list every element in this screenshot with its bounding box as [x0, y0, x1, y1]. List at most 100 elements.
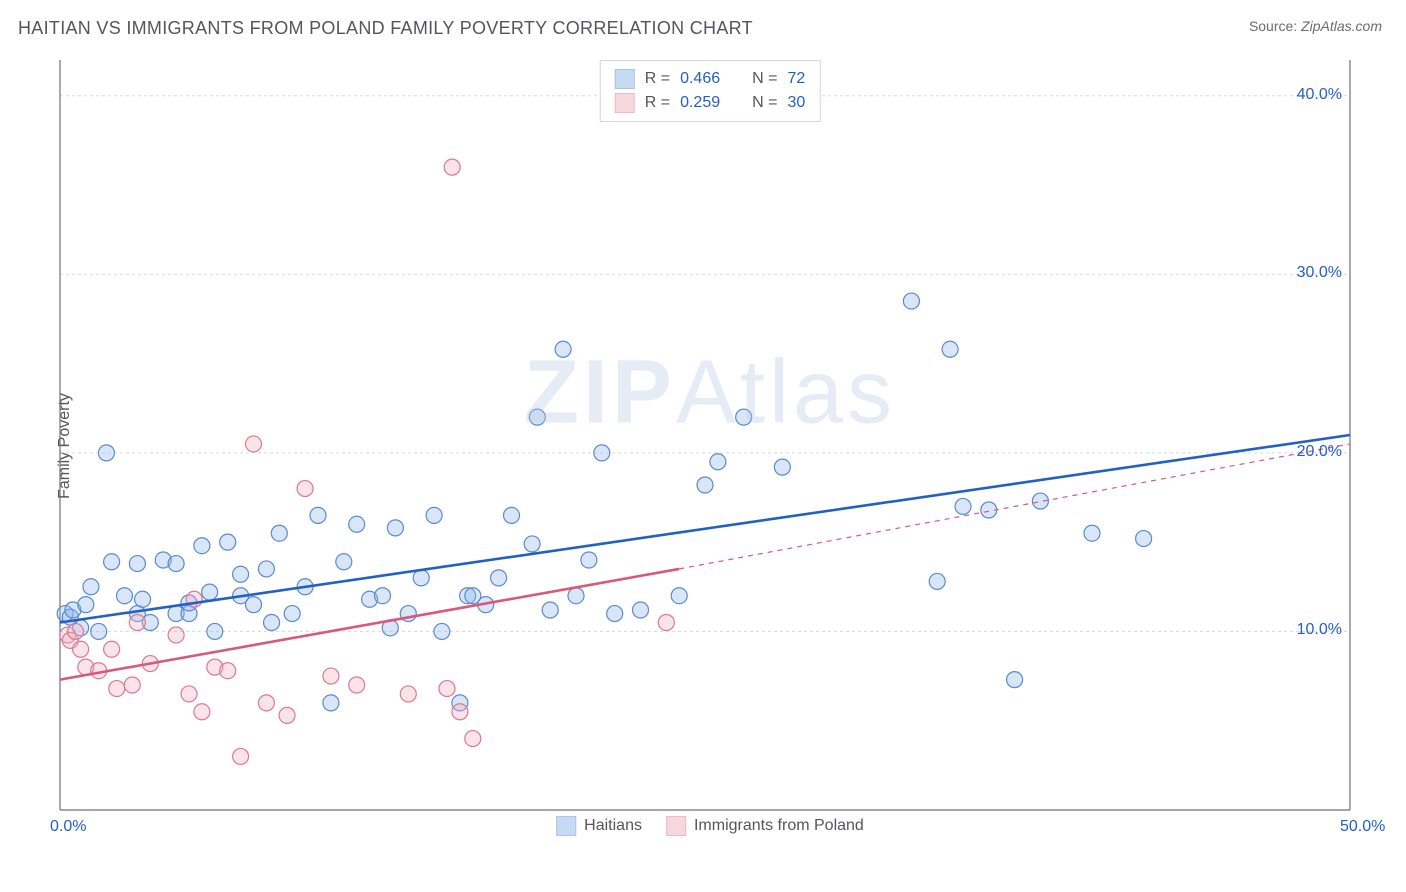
legend-label: Haitians [584, 817, 642, 835]
scatter-point-haitians [323, 695, 339, 711]
scatter-point-haitians [426, 507, 442, 523]
scatter-point-haitians [83, 579, 99, 595]
scatter-point-haitians [903, 293, 919, 309]
y-tick-label: 10.0% [1297, 621, 1342, 639]
scatter-point-haitians [555, 341, 571, 357]
scatter-plot-svg [50, 50, 1370, 830]
scatter-point-poland [246, 436, 262, 452]
scatter-point-haitians [491, 570, 507, 586]
scatter-point-haitians [98, 445, 114, 461]
scatter-point-poland [452, 704, 468, 720]
scatter-point-haitians [1084, 525, 1100, 541]
scatter-point-haitians [78, 597, 94, 613]
source-label: Source: [1249, 18, 1297, 34]
legend-swatch-haitians [556, 816, 576, 836]
scatter-point-haitians [271, 525, 287, 541]
scatter-point-haitians [929, 573, 945, 589]
r-value: 0.259 [680, 94, 720, 112]
scatter-point-haitians [697, 477, 713, 493]
scatter-point-poland [73, 641, 89, 657]
r-value: 0.466 [680, 70, 720, 88]
chart-header: HAITIAN VS IMMIGRANTS FROM POLAND FAMILY… [0, 0, 1406, 39]
scatter-point-haitians [349, 516, 365, 532]
scatter-point-poland [444, 159, 460, 175]
scatter-point-poland [297, 481, 313, 497]
scatter-point-haitians [736, 409, 752, 425]
scatter-point-poland [258, 695, 274, 711]
legend-item-haitians: Haitians [556, 816, 642, 836]
scatter-point-haitians [710, 454, 726, 470]
r-label: R = [645, 94, 670, 112]
n-value: 72 [787, 70, 805, 88]
scatter-point-haitians [607, 606, 623, 622]
scatter-point-poland [233, 748, 249, 764]
scatter-point-poland [439, 681, 455, 697]
scatter-point-poland [67, 623, 83, 639]
scatter-point-haitians [194, 538, 210, 554]
scatter-point-poland [124, 677, 140, 693]
scatter-point-haitians [942, 341, 958, 357]
scatter-point-poland [323, 668, 339, 684]
y-tick-label: 20.0% [1297, 443, 1342, 461]
trendline-haitians [60, 435, 1350, 623]
scatter-point-haitians [168, 556, 184, 572]
scatter-point-haitians [220, 534, 236, 550]
scatter-point-haitians [375, 588, 391, 604]
scatter-point-haitians [91, 623, 107, 639]
source-name: ZipAtlas.com [1301, 18, 1382, 34]
scatter-point-haitians [671, 588, 687, 604]
scatter-point-haitians [542, 602, 558, 618]
scatter-point-haitians [568, 588, 584, 604]
n-value: 30 [787, 94, 805, 112]
scatter-point-haitians [284, 606, 300, 622]
scatter-point-haitians [529, 409, 545, 425]
n-label: N = [752, 94, 777, 112]
scatter-point-haitians [434, 623, 450, 639]
scatter-point-haitians [633, 602, 649, 618]
scatter-point-haitians [135, 591, 151, 607]
scatter-point-haitians [387, 520, 403, 536]
scatter-point-poland [181, 686, 197, 702]
scatter-point-haitians [774, 459, 790, 475]
legend-swatch-poland [615, 93, 635, 113]
scatter-point-haitians [117, 588, 133, 604]
legend-swatch-haitians [615, 69, 635, 89]
legend-item-poland: Immigrants from Poland [666, 816, 864, 836]
legend-label: Immigrants from Poland [694, 817, 864, 835]
scatter-point-haitians [310, 507, 326, 523]
scatter-point-haitians [129, 556, 145, 572]
x-tick-label: 50.0% [1340, 818, 1385, 836]
scatter-point-haitians [202, 584, 218, 600]
n-label: N = [752, 70, 777, 88]
y-tick-label: 40.0% [1297, 86, 1342, 104]
correlation-legend: R = 0.466 N = 72 R = 0.259 N = 30 [600, 60, 821, 122]
chart-title: HAITIAN VS IMMIGRANTS FROM POLAND FAMILY… [18, 18, 753, 39]
r-label: R = [645, 70, 670, 88]
scatter-point-haitians [581, 552, 597, 568]
scatter-point-poland [194, 704, 210, 720]
scatter-point-haitians [504, 507, 520, 523]
scatter-point-haitians [1007, 672, 1023, 688]
y-tick-label: 30.0% [1297, 264, 1342, 282]
scatter-point-poland [658, 615, 674, 631]
series-legend: Haitians Immigrants from Poland [556, 816, 864, 836]
correlation-row-haitians: R = 0.466 N = 72 [615, 67, 806, 91]
scatter-point-poland [279, 707, 295, 723]
scatter-point-poland [168, 627, 184, 643]
scatter-point-haitians [955, 498, 971, 514]
scatter-point-haitians [246, 597, 262, 613]
scatter-point-haitians [258, 561, 274, 577]
scatter-point-poland [109, 681, 125, 697]
chart-area: ZIPAtlas R = 0.466 N = 72 R = 0.259 N = … [50, 50, 1370, 830]
scatter-point-poland [349, 677, 365, 693]
scatter-point-poland [465, 731, 481, 747]
correlation-row-poland: R = 0.259 N = 30 [615, 91, 806, 115]
scatter-point-poland [104, 641, 120, 657]
scatter-point-haitians [336, 554, 352, 570]
scatter-point-poland [400, 686, 416, 702]
scatter-point-haitians [264, 615, 280, 631]
legend-swatch-poland [666, 816, 686, 836]
scatter-point-poland [220, 663, 236, 679]
scatter-point-haitians [524, 536, 540, 552]
scatter-point-haitians [233, 566, 249, 582]
